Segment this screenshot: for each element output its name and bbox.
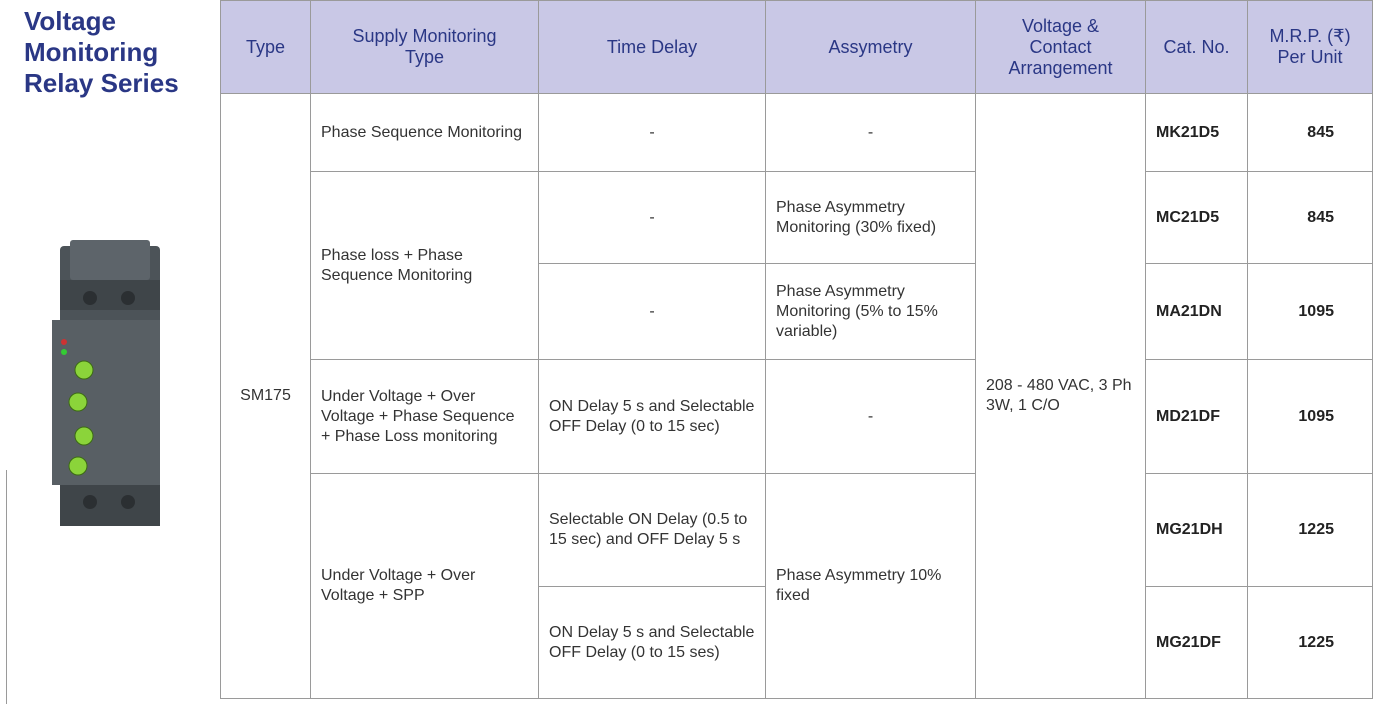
cell: Phase Asymmetry 10% fixed [766, 474, 976, 699]
cell: ON Delay 5 s and Selectable OFF Delay (0… [539, 360, 766, 474]
header-cell: Voltage & Contact Arrangement [976, 1, 1146, 94]
row: Phase loss + Phase Sequence Monitoring -… [221, 172, 1373, 264]
mrp-cell: 1095 [1248, 360, 1373, 474]
cat-cell: MC21D5 [1146, 172, 1248, 264]
header-cell: Assymetry [766, 1, 976, 94]
header-cell: Cat. No. [1146, 1, 1248, 94]
mrp-cell: 1095 [1248, 264, 1373, 360]
cat-cell: MG21DH [1146, 474, 1248, 587]
row: Under Voltage + Over Voltage + SPP Selec… [221, 474, 1373, 587]
mrp-cell: 845 [1248, 172, 1373, 264]
cat-cell: MA21DN [1146, 264, 1248, 360]
border [6, 470, 7, 704]
cell: ON Delay 5 s and Selectable OFF Delay (0… [539, 587, 766, 699]
row: SM175 Phase Sequence Monitoring - - 208 … [221, 94, 1373, 172]
cell: Phase Asymmetry Monitoring (30% fixed) [766, 172, 976, 264]
header-cell: Time Delay [539, 1, 766, 94]
header-cell: Type [221, 1, 311, 94]
cell: - [766, 94, 976, 172]
cell: Phase Sequence Monitoring [311, 94, 539, 172]
mrp-cell: 1225 [1248, 587, 1373, 699]
cell: - [766, 360, 976, 474]
type-cell: SM175 [221, 94, 311, 699]
cat-cell: MD21DF [1146, 360, 1248, 474]
cell: Phase loss + Phase Sequence Monitoring [311, 172, 539, 360]
cell: - [539, 264, 766, 360]
product-image [42, 240, 178, 530]
price-table: Type Supply Monitoring Type Time Delay A… [220, 0, 1373, 699]
title: Voltage Monitoring Relay Series [24, 6, 220, 99]
left-panel: Voltage Monitoring Relay Series [0, 0, 220, 704]
row: Under Voltage + Over Voltage + Phase Seq… [221, 360, 1373, 474]
cell: Under Voltage + Over Voltage + Phase Seq… [311, 360, 539, 474]
cat-cell: MK21D5 [1146, 94, 1248, 172]
cell: Under Voltage + Over Voltage + SPP [311, 474, 539, 699]
mrp-cell: 1225 [1248, 474, 1373, 587]
header-cell: M.R.P. (₹) Per Unit [1248, 1, 1373, 94]
cell: Phase Asymmetry Monitoring (5% to 15% va… [766, 264, 976, 360]
voltage-cell: 208 - 480 VAC, 3 Ph 3W, 1 C/O [976, 94, 1146, 699]
cell: - [539, 172, 766, 264]
cell: - [539, 94, 766, 172]
header-cell: Supply Monitoring Type [311, 1, 539, 94]
cat-cell: MG21DF [1146, 587, 1248, 699]
header-row: Type Supply Monitoring Type Time Delay A… [221, 1, 1373, 94]
mrp-cell: 845 [1248, 94, 1373, 172]
cell: Selectable ON Delay (0.5 to 15 sec) and … [539, 474, 766, 587]
